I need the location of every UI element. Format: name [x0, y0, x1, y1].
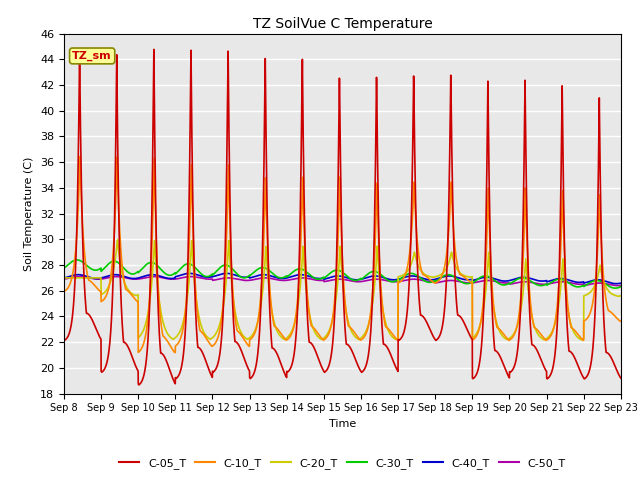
- Y-axis label: Soil Temperature (C): Soil Temperature (C): [24, 156, 35, 271]
- Title: TZ SoilVue C Temperature: TZ SoilVue C Temperature: [253, 17, 432, 31]
- C-20_T: [541, 337, 548, 343]
- C-20_T: [161, 323, 168, 329]
- C-10_T: [60, 288, 68, 294]
- C-05_T: [617, 375, 625, 381]
- C-05_T: [436, 331, 444, 336]
- C-20_T: [499, 334, 507, 339]
- Line: C-10_T: C-10_T: [64, 156, 621, 353]
- C-50_T: [60, 276, 68, 282]
- C-20_T: [616, 293, 624, 299]
- C-50_T: [617, 283, 625, 288]
- C-30_T: [616, 284, 624, 290]
- C-10_T: [436, 276, 444, 281]
- C-05_T: [616, 374, 624, 380]
- C-50_T: [436, 279, 444, 285]
- C-20_T: [617, 293, 625, 299]
- Line: C-20_T: C-20_T: [64, 240, 621, 340]
- C-40_T: [322, 276, 330, 282]
- C-05_T: [135, 382, 143, 388]
- C-30_T: [73, 257, 81, 263]
- C-30_T: [611, 285, 619, 291]
- C-20_T: [322, 333, 330, 339]
- C-30_T: [161, 270, 168, 276]
- C-05_T: [60, 336, 68, 342]
- C-10_T: [171, 350, 179, 356]
- C-30_T: [617, 284, 625, 289]
- C-30_T: [322, 274, 330, 280]
- C-50_T: [467, 280, 475, 286]
- C-05_T: [499, 360, 507, 366]
- C-10_T: [161, 334, 168, 340]
- C-40_T: [436, 275, 444, 281]
- C-40_T: [612, 281, 620, 287]
- C-40_T: [499, 278, 507, 284]
- C-30_T: [60, 265, 68, 271]
- C-20_T: [436, 272, 444, 278]
- C-10_T: [468, 280, 476, 286]
- C-30_T: [436, 275, 444, 281]
- C-05_T: [322, 368, 330, 374]
- C-30_T: [499, 282, 507, 288]
- C-40_T: [160, 275, 168, 280]
- C-50_T: [614, 283, 621, 288]
- C-50_T: [76, 274, 83, 279]
- C-50_T: [616, 283, 624, 288]
- C-05_T: [161, 354, 168, 360]
- C-50_T: [161, 275, 168, 281]
- Line: C-50_T: C-50_T: [64, 276, 621, 286]
- C-20_T: [60, 275, 68, 281]
- C-50_T: [322, 278, 330, 284]
- X-axis label: Time: Time: [329, 419, 356, 429]
- C-10_T: [499, 330, 507, 336]
- Line: C-30_T: C-30_T: [64, 260, 621, 288]
- Line: C-05_T: C-05_T: [64, 49, 621, 385]
- C-40_T: [60, 275, 68, 281]
- C-20_T: [114, 237, 122, 243]
- C-05_T: [468, 336, 476, 341]
- C-30_T: [467, 279, 475, 285]
- Legend: C-05_T, C-10_T, C-20_T, C-30_T, C-40_T, C-50_T: C-05_T, C-10_T, C-20_T, C-30_T, C-40_T, …: [115, 453, 570, 473]
- C-10_T: [617, 318, 625, 324]
- C-10_T: [76, 154, 84, 159]
- C-50_T: [499, 280, 507, 286]
- C-40_T: [616, 280, 624, 286]
- Line: C-40_T: C-40_T: [64, 274, 621, 284]
- C-40_T: [617, 280, 625, 286]
- C-10_T: [616, 318, 624, 324]
- Text: TZ_sm: TZ_sm: [72, 51, 112, 61]
- C-05_T: [150, 47, 157, 52]
- C-40_T: [467, 276, 475, 282]
- C-10_T: [322, 336, 330, 341]
- C-20_T: [467, 274, 475, 280]
- C-40_T: [223, 271, 230, 276]
